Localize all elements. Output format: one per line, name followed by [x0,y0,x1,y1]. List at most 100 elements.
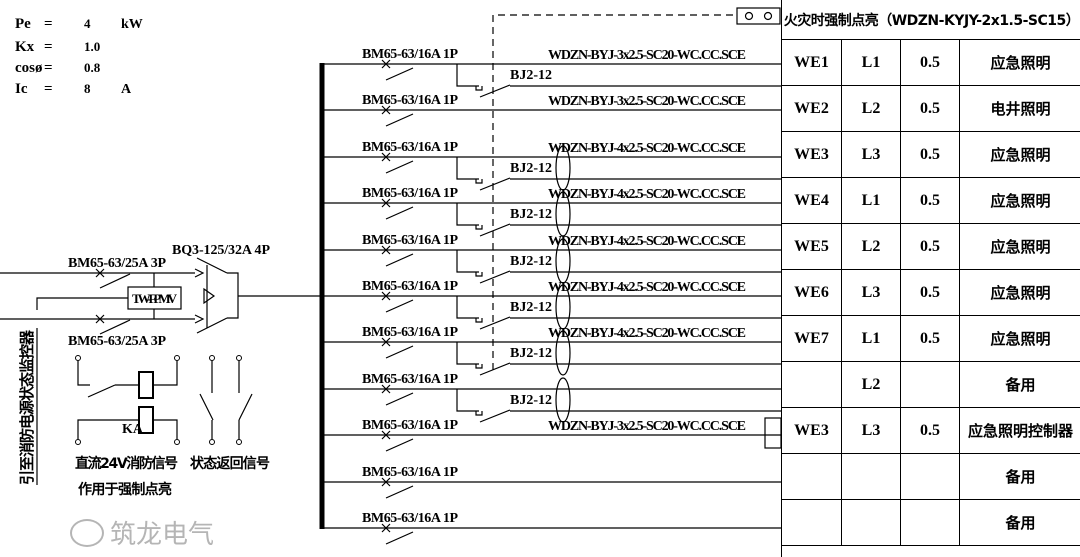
terminal-box [736,7,781,25]
branch-circuit: BM65-63/16A 1P WDZN-BYJ-4x2.5-SC20-WC.CC.… [322,279,781,330]
phase-cell: L3 [842,408,901,453]
circuit-id-cell: WE5 [782,224,842,269]
cable-group-ellipse [555,330,571,376]
branch-breaker-label: BM65-63/16A 1P [362,186,458,201]
branch-breaker-label: BM65-63/16A 1P [362,233,458,248]
load-name-cell: 应急照明 [990,54,1051,72]
param-value: 8 [84,81,91,96]
cable-group-ellipse [555,377,571,423]
contactor-contact [475,86,483,91]
phase-cell [842,454,901,499]
power-cell [901,500,960,545]
branch-breaker-label: BM65-63/16A 1P [362,47,458,62]
table-row: WE3 L3 0.5 应急照明控制器 [782,408,1080,454]
branch-cable-label: WDZN-BYJ-4x2.5-SC20-WC.CC.SCE [548,141,746,156]
power-cell: 0.5 [901,40,960,85]
contactor-blade [479,270,511,284]
contactor-contact [475,318,483,323]
arrow-icon [194,268,205,278]
breaker-x-icon [381,477,391,487]
branch-circuit: BM65-63/16A 1P [322,465,781,499]
contactor-wire [456,157,479,180]
branch-circuit: BM65-63/16A 1P BJ2-12 [322,372,781,423]
relay-contact-coil [138,371,154,399]
breaker-x-icon [381,337,391,347]
param-eq: = [44,81,53,97]
param-eq: = [44,39,53,55]
circuit-id-cell: WE3 [782,408,842,453]
contactor-contact [475,364,483,369]
phase-cell [842,500,901,545]
branch-breaker-label: BM65-63/16A 1P [362,372,458,387]
contactor-label: BJ2-12 [510,68,552,83]
contactor-label: BJ2-12 [510,393,552,408]
breaker-x-icon [381,291,391,301]
incoming-section: TW-FPMV BM65-63/25A 3P BM65-63/25A 3P BQ… [0,243,322,498]
incoming-breaker-bottom-label: BM65-63/25A 3P [68,334,166,349]
circuit-table: 火灾时强制点亮（WDZN-KYJY-2x1.5-SC15） WE1 L1 0.5 应急… [781,0,1080,557]
breaker-x-icon [381,59,391,69]
branch-breaker-label: BM65-63/16A 1P [362,93,458,108]
table-body: WE1 L1 0.5 应急照明 WE2 L2 0.5 电井照明 WE3 L3 0.5 应急照明 WE4 L… [782,40,1080,546]
contactor-wire [456,64,479,87]
param-value: 0.8 [84,60,101,75]
table-row: WE7 L1 0.5 应急照明 [782,316,1080,362]
power-cell: 0.5 [901,408,960,453]
branch-cable-label: WDZN-BYJ-4x2.5-SC20-WC.CC.SCE [548,326,746,341]
breaker-contact [385,113,414,127]
breaker-x-icon [381,523,391,533]
power-cell: 0.5 [901,224,960,269]
branch-breaker-label: BM65-63/16A 1P [362,279,458,294]
branch-circuit: BM65-63/16A 1P WDZN-BYJ-3x2.5-SC20-WC.CC.… [322,418,781,452]
contactor-blade [479,177,511,191]
breaker-x-icon [381,198,391,208]
contactor-label: BJ2-12 [510,346,552,361]
branch-breaker-label: BM65-63/16A 1P [362,511,458,526]
contactor-label: BJ2-12 [510,254,552,269]
branch-breaker-label: BM65-63/16A 1P [362,418,458,433]
load-name-cell: 应急照明 [990,330,1051,348]
contactor-contact [475,179,483,184]
branch-circuit: BM65-63/16A 1P [322,511,781,545]
power-cell: 0.5 [901,132,960,177]
breaker-x-icon [381,384,391,394]
power-cell: 0.5 [901,270,960,315]
ats-label: BQ3-125/32A 4P [172,243,270,258]
breaker-x-icon [381,245,391,255]
contactor-wire [456,250,479,273]
param-unit: A [121,82,132,97]
contactor-blade [479,362,511,376]
param-name: Pe [15,16,31,32]
contactor-blade [479,409,511,423]
breaker-x-icon [95,268,105,278]
circuit-id-cell [782,500,842,545]
param-name: Ic [15,81,28,97]
load-name-cell: 应急照明控制器 [967,422,1073,440]
branch-breaker-label: BM65-63/16A 1P [362,325,458,340]
phase-cell: L1 [842,316,901,361]
branch-circuit: BM65-63/16A 1P WDZN-BYJ-4x2.5-SC20-WC.CC.… [322,325,781,376]
param-value: 4 [84,16,91,31]
contactor-contact [475,272,483,277]
phase-cell: L3 [842,132,901,177]
branch-cable-label: WDZN-BYJ-3x2.5-SC20-WC.CC.SCE [548,419,746,434]
breaker-x-icon [381,152,391,162]
param-eq: = [44,60,53,76]
circuit-id-cell: WE1 [782,40,842,85]
table-row: WE1 L1 0.5 应急照明 [782,40,1080,86]
phase-cell: L2 [842,224,901,269]
contactor-contact [475,411,483,416]
breaker-contact [385,160,414,174]
power-cell: 0.5 [901,316,960,361]
table-header: 火灾时强制点亮（WDZN-KYJY-2x1.5-SC15） [782,0,1080,40]
power-cell: 0.5 [901,178,960,223]
cable-group-ellipse [555,238,571,284]
contactor-label: BJ2-12 [510,207,552,222]
relay-circuit: KA [75,355,253,445]
param-name: cosø [15,60,43,76]
branch-cable-label: WDZN-BYJ-3x2.5-SC20-WC.CC.SCE [548,94,746,109]
branch-cable-label: WDZN-BYJ-4x2.5-SC20-WC.CC.SCE [548,187,746,202]
contactor-blade [479,223,511,237]
branch-circuits: BM65-63/16A 1P WDZN-BYJ-3x2.5-SC20-WC.CC.… [322,47,781,545]
table-row: 备用 [782,454,1080,500]
